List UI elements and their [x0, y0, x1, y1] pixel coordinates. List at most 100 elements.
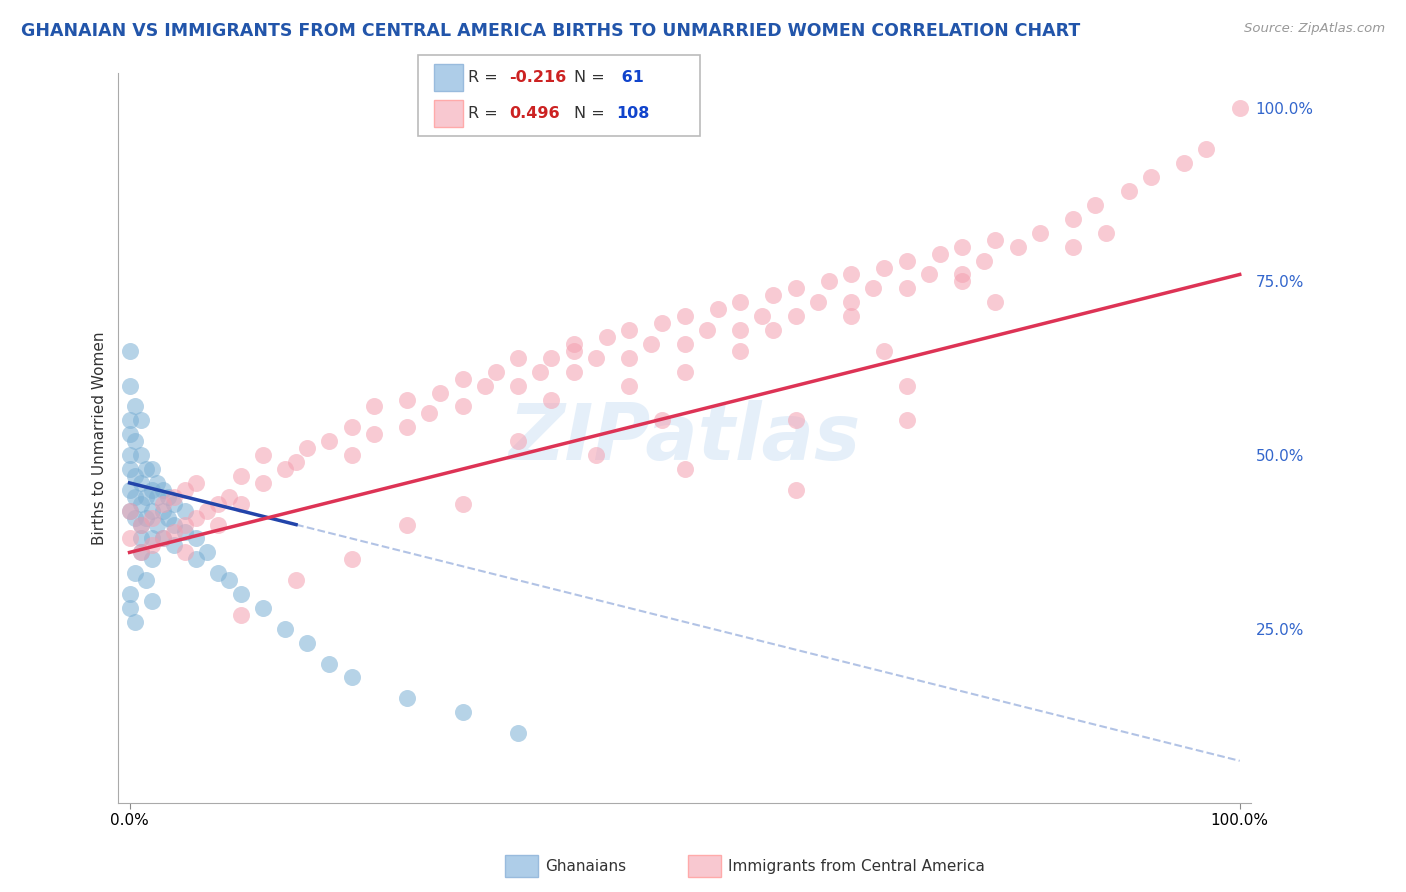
Point [562, 343, 585, 358]
Point [118, 413, 141, 427]
Point [195, 504, 218, 518]
Point [1084, 198, 1107, 212]
Text: Immigrants from Central America: Immigrants from Central America [728, 859, 986, 873]
Point [596, 330, 619, 344]
Point [918, 268, 941, 282]
Point [506, 434, 529, 449]
Point [252, 448, 274, 462]
Text: 0.496: 0.496 [509, 106, 560, 120]
Point [396, 392, 419, 407]
Point [118, 483, 141, 497]
Point [124, 566, 146, 581]
Point [340, 670, 363, 684]
Point [617, 351, 640, 365]
Point [129, 413, 152, 427]
Point [506, 378, 529, 392]
Point [152, 483, 174, 497]
Point [862, 281, 884, 295]
Point [762, 288, 785, 302]
Point [141, 510, 163, 524]
Point [295, 441, 318, 455]
Point [950, 268, 973, 282]
Point [174, 524, 197, 539]
Point [186, 510, 208, 524]
Point [973, 253, 995, 268]
Point [728, 323, 751, 337]
Point [129, 545, 152, 559]
Point [135, 462, 157, 476]
Point [118, 601, 141, 615]
Point [451, 372, 474, 386]
Point [141, 483, 163, 497]
Point [124, 434, 146, 449]
Point [118, 504, 141, 518]
Point [785, 483, 807, 497]
Point [146, 475, 169, 490]
Point [129, 517, 152, 532]
Point [396, 691, 419, 706]
Point [696, 323, 718, 337]
Point [129, 532, 152, 546]
Point [707, 302, 730, 317]
Point [118, 532, 141, 546]
Point [163, 517, 186, 532]
Point [529, 365, 551, 379]
Point [1173, 156, 1195, 170]
Point [274, 622, 297, 636]
Point [229, 587, 252, 601]
Point [950, 240, 973, 254]
Point [839, 268, 862, 282]
Point [451, 705, 474, 719]
Point [785, 281, 807, 295]
Point [186, 475, 208, 490]
Text: R =: R = [468, 106, 503, 120]
Point [129, 545, 152, 559]
Point [141, 462, 163, 476]
Point [318, 434, 340, 449]
Point [229, 469, 252, 483]
Point [207, 497, 229, 511]
Point [135, 573, 157, 587]
Point [485, 365, 508, 379]
Point [1229, 101, 1251, 115]
Point [340, 552, 363, 566]
Point [318, 657, 340, 671]
Point [285, 455, 308, 469]
Point [135, 490, 157, 504]
Point [174, 517, 197, 532]
Point [218, 573, 240, 587]
Point [141, 532, 163, 546]
Point [118, 504, 141, 518]
Point [1062, 240, 1084, 254]
Point [617, 378, 640, 392]
Point [396, 420, 419, 434]
Point [673, 365, 696, 379]
Point [157, 510, 180, 524]
Point [1007, 240, 1029, 254]
Point [728, 295, 751, 310]
Text: -0.216: -0.216 [509, 70, 567, 85]
Point [540, 351, 562, 365]
Point [418, 406, 440, 420]
Point [141, 594, 163, 608]
Point [285, 573, 308, 587]
Point [195, 545, 218, 559]
Point [118, 462, 141, 476]
Point [152, 532, 174, 546]
Point [163, 538, 186, 552]
Point [152, 497, 174, 511]
Point [807, 295, 830, 310]
Point [124, 469, 146, 483]
Point [163, 490, 186, 504]
Point [429, 385, 451, 400]
Point [896, 413, 918, 427]
Point [896, 378, 918, 392]
Point [728, 343, 751, 358]
Point [152, 532, 174, 546]
Point [562, 365, 585, 379]
Point [118, 343, 141, 358]
Point [1029, 226, 1052, 240]
Point [785, 309, 807, 323]
Point [163, 497, 186, 511]
Point [873, 260, 896, 275]
